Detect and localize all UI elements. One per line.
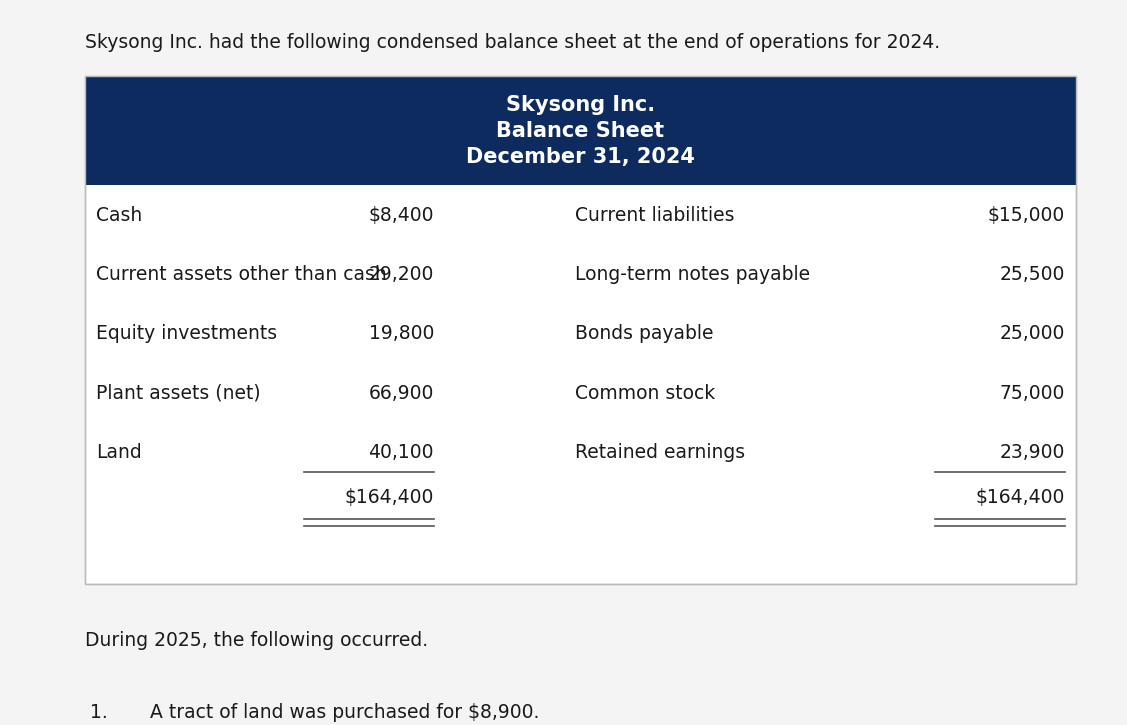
Text: December 31, 2024: December 31, 2024 bbox=[465, 146, 695, 167]
Text: $8,400: $8,400 bbox=[369, 206, 434, 225]
Text: Retained earnings: Retained earnings bbox=[575, 443, 745, 463]
Text: 1.: 1. bbox=[90, 703, 108, 722]
Text: Common stock: Common stock bbox=[575, 384, 715, 403]
Text: $164,400: $164,400 bbox=[345, 489, 434, 508]
Text: 29,200: 29,200 bbox=[369, 265, 434, 284]
Text: Current assets other than cash: Current assets other than cash bbox=[96, 265, 387, 284]
Text: Long-term notes payable: Long-term notes payable bbox=[575, 265, 810, 284]
Text: 25,000: 25,000 bbox=[1000, 325, 1065, 344]
Text: During 2025, the following occurred.: During 2025, the following occurred. bbox=[85, 631, 427, 650]
Text: Plant assets (net): Plant assets (net) bbox=[96, 384, 260, 403]
Text: Current liabilities: Current liabilities bbox=[575, 206, 735, 225]
Text: 40,100: 40,100 bbox=[369, 443, 434, 463]
Text: $164,400: $164,400 bbox=[976, 489, 1065, 508]
Bar bbox=[85, 76, 1076, 584]
Text: Equity investments: Equity investments bbox=[96, 325, 277, 344]
Text: Skysong Inc.: Skysong Inc. bbox=[506, 95, 655, 115]
Text: Balance Sheet: Balance Sheet bbox=[496, 120, 665, 141]
Text: 19,800: 19,800 bbox=[369, 325, 434, 344]
Text: A tract of land was purchased for $8,900.: A tract of land was purchased for $8,900… bbox=[150, 703, 539, 722]
Text: $15,000: $15,000 bbox=[987, 206, 1065, 225]
Text: Skysong Inc. had the following condensed balance sheet at the end of operations : Skysong Inc. had the following condensed… bbox=[85, 33, 940, 51]
Text: Land: Land bbox=[96, 443, 142, 463]
Text: 66,900: 66,900 bbox=[369, 384, 434, 403]
Bar bbox=[85, 76, 1076, 185]
Text: 23,900: 23,900 bbox=[1000, 443, 1065, 463]
Text: Bonds payable: Bonds payable bbox=[575, 325, 713, 344]
Text: 25,500: 25,500 bbox=[1000, 265, 1065, 284]
Bar bbox=[85, 76, 1076, 584]
Text: 75,000: 75,000 bbox=[1000, 384, 1065, 403]
Text: Cash: Cash bbox=[96, 206, 142, 225]
